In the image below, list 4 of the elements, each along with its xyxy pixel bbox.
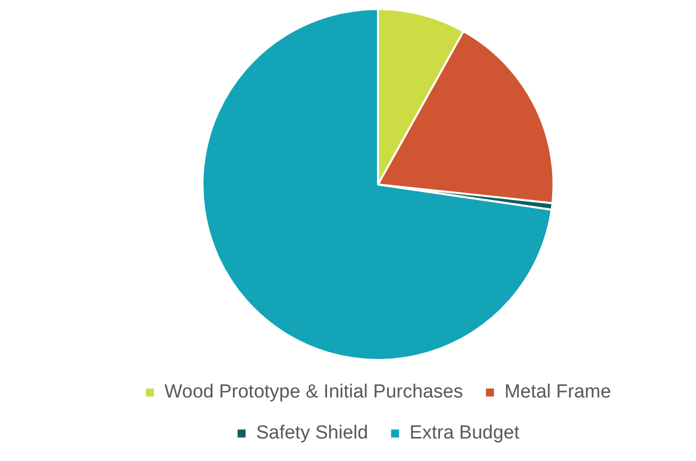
legend-label: Wood Prototype & Initial Purchases xyxy=(164,382,463,403)
legend-label: Extra Budget xyxy=(410,422,520,444)
legend-label: Metal Frame xyxy=(504,382,612,403)
legend-label: Safety Shield xyxy=(256,422,368,444)
